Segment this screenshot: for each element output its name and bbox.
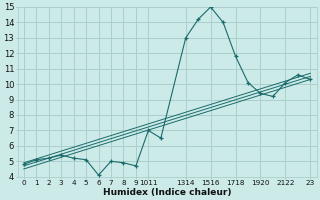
X-axis label: Humidex (Indice chaleur): Humidex (Indice chaleur) — [103, 188, 231, 197]
